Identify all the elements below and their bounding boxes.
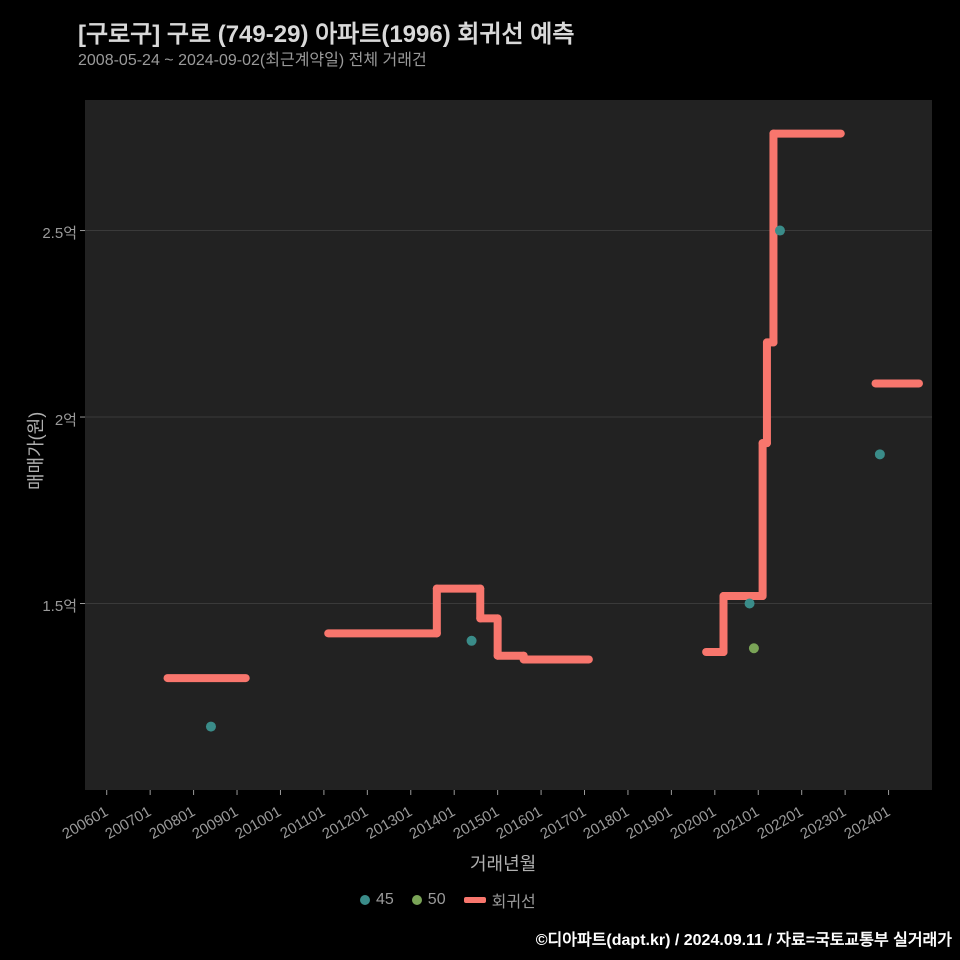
legend-swatch (412, 895, 422, 905)
legend-swatch (360, 895, 370, 905)
y-tick-label: 1.5억 (42, 595, 77, 616)
legend-item: 45 (360, 891, 394, 909)
legend-item: 회귀선 (464, 888, 536, 912)
x-axis-label: 거래년월 (470, 850, 536, 876)
y-tick-label: 2억 (55, 409, 77, 430)
chart-attribution: ©디아파트(dapt.kr) / 2024.09.11 / 자료=국토교통부 실… (536, 926, 952, 950)
legend-swatch (464, 897, 486, 903)
chart-container: [구로구] 구로 (749-29) 아파트(1996) 회귀선 예측 2008-… (0, 0, 960, 960)
legend-item: 50 (412, 891, 446, 909)
legend-label: 회귀선 (492, 888, 536, 912)
legend-label: 45 (376, 891, 394, 909)
y-tick-label: 2.5억 (42, 222, 77, 243)
legend-label: 50 (428, 891, 446, 909)
y-axis-label: 매매가(원) (22, 412, 48, 490)
chart-legend: 45 50 회귀선 (360, 888, 536, 912)
